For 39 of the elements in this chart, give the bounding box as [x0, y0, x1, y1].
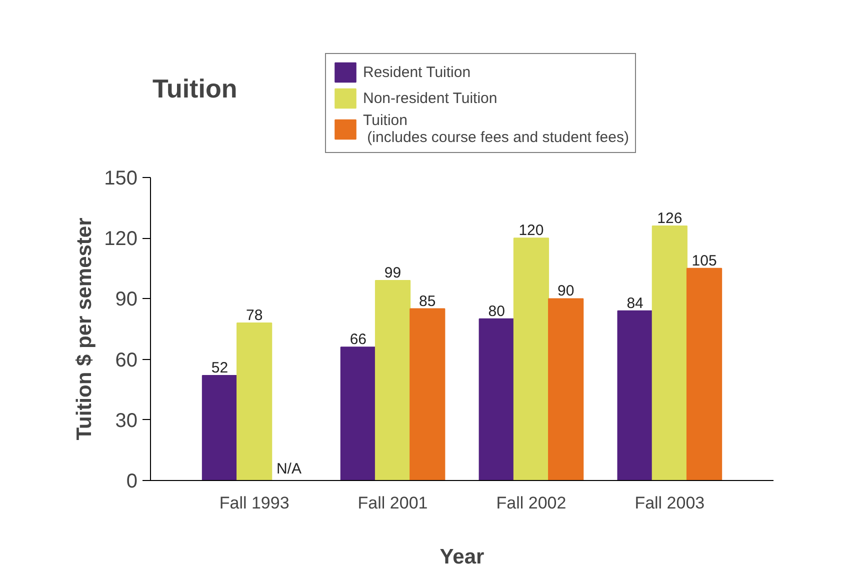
bar: [513, 238, 550, 480]
data-label: 126: [657, 210, 682, 227]
y-tick-label: 90: [115, 288, 138, 311]
data-label: 80: [488, 302, 505, 320]
legend-label: Tuition (includes course fees and student fees): [363, 112, 629, 146]
bar: [410, 308, 446, 480]
y-tick-label: 120: [104, 228, 138, 250]
bar: [686, 268, 722, 480]
x-tick-label: Fall 2003: [634, 494, 705, 512]
data-label: 85: [419, 292, 436, 310]
y-tick-label: 150: [104, 168, 138, 190]
x-axis-title: Year: [440, 546, 484, 568]
legend-label: Non-resident Tuition: [363, 90, 498, 106]
data-label: 90: [557, 282, 574, 300]
chart-title: Tuition: [152, 74, 238, 104]
x-tick-label: Fall 2001: [358, 494, 428, 512]
data-label: 120: [518, 222, 544, 240]
y-axis-title: Tuition $ per semester: [73, 218, 96, 440]
data-label: 52: [211, 359, 228, 376]
x-tick-label: Fall 2002: [496, 494, 566, 512]
legend-label: Resident Tuition: [363, 64, 471, 80]
bar: [652, 225, 688, 480]
bar: [478, 318, 514, 480]
data-label: 66: [350, 331, 367, 348]
data-label: 84: [626, 294, 644, 312]
text: N/A: [276, 460, 302, 478]
bar: [548, 298, 584, 480]
data-label: 105: [692, 252, 717, 270]
bar: [617, 310, 653, 480]
y-tick-label: 30: [115, 410, 138, 432]
data-label: 78: [246, 306, 263, 324]
bar: [236, 322, 272, 480]
y-tick-label: 0: [126, 470, 138, 492]
data-label: 99: [384, 264, 402, 282]
bar: [374, 280, 411, 480]
x-tick-label: Fall 1993: [219, 494, 290, 512]
bar: [340, 346, 376, 480]
y-tick-label: 60: [115, 349, 138, 372]
bar: [202, 374, 238, 480]
